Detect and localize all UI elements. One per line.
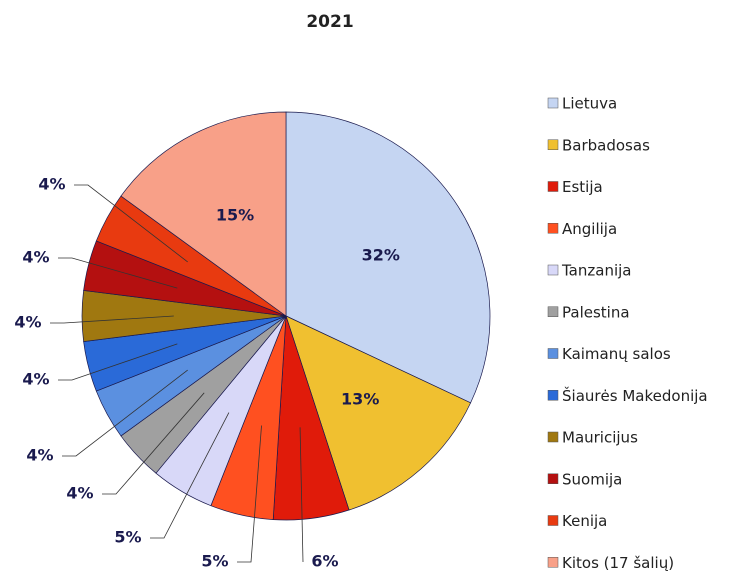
data-label: 5%: [201, 552, 228, 571]
legend-label: Mauricijus: [562, 429, 638, 447]
legend-swatch: [547, 306, 559, 317]
data-label: 4%: [14, 313, 41, 332]
data-label: 13%: [341, 390, 379, 409]
data-label: 4%: [22, 370, 49, 389]
data-label: 4%: [66, 484, 93, 503]
legend-swatch: [547, 431, 559, 443]
pie-slice: [285, 315, 472, 511]
legend-swatch: [547, 473, 559, 484]
legend-label: Barbadosas: [562, 136, 650, 154]
data-label: 32%: [362, 245, 400, 264]
legend-label: Kaimanų salos: [562, 345, 671, 363]
legend-swatch: [547, 515, 559, 526]
data-label: 6%: [311, 552, 338, 571]
legend-swatch: [547, 139, 559, 150]
leader-line: [150, 412, 230, 539]
legend-swatch: [547, 223, 559, 234]
legend-swatch: [547, 181, 559, 192]
legend-label: Kenija: [562, 512, 607, 530]
legend-label: Šiaurės Makedonija: [562, 386, 708, 405]
pie-slice: [120, 111, 287, 317]
leader-line: [74, 184, 188, 263]
legend-swatch: [547, 97, 559, 109]
data-label: 4%: [38, 175, 65, 194]
data-label: 4%: [22, 248, 49, 267]
legend-swatch: [547, 557, 559, 568]
legend-swatch: [547, 348, 559, 359]
legend-label: Tanzanija: [561, 262, 631, 280]
leader-line: [62, 369, 188, 457]
leader-line: [102, 392, 205, 495]
legend-label: Lietuva: [562, 95, 617, 113]
legend-label: Suomija: [562, 470, 622, 488]
legend-label: Estija: [562, 178, 603, 196]
legend-swatch: [547, 390, 559, 401]
leader-line: [58, 257, 178, 289]
data-label: 4%: [26, 446, 53, 465]
pie-slice: [285, 111, 491, 404]
leader-line: [299, 427, 304, 563]
leader-line: [58, 343, 178, 381]
leader-line: [50, 315, 174, 324]
legend-label: Angilija: [562, 220, 617, 238]
chart-title: 2021: [306, 12, 353, 32]
leader-line: [237, 425, 262, 563]
data-label: 5%: [114, 528, 141, 547]
legend-swatch: [547, 264, 559, 276]
legend-label: Kitos (17 šalių): [562, 554, 674, 572]
data-label: 15%: [216, 206, 254, 225]
legend-label: Palestina: [562, 303, 630, 321]
